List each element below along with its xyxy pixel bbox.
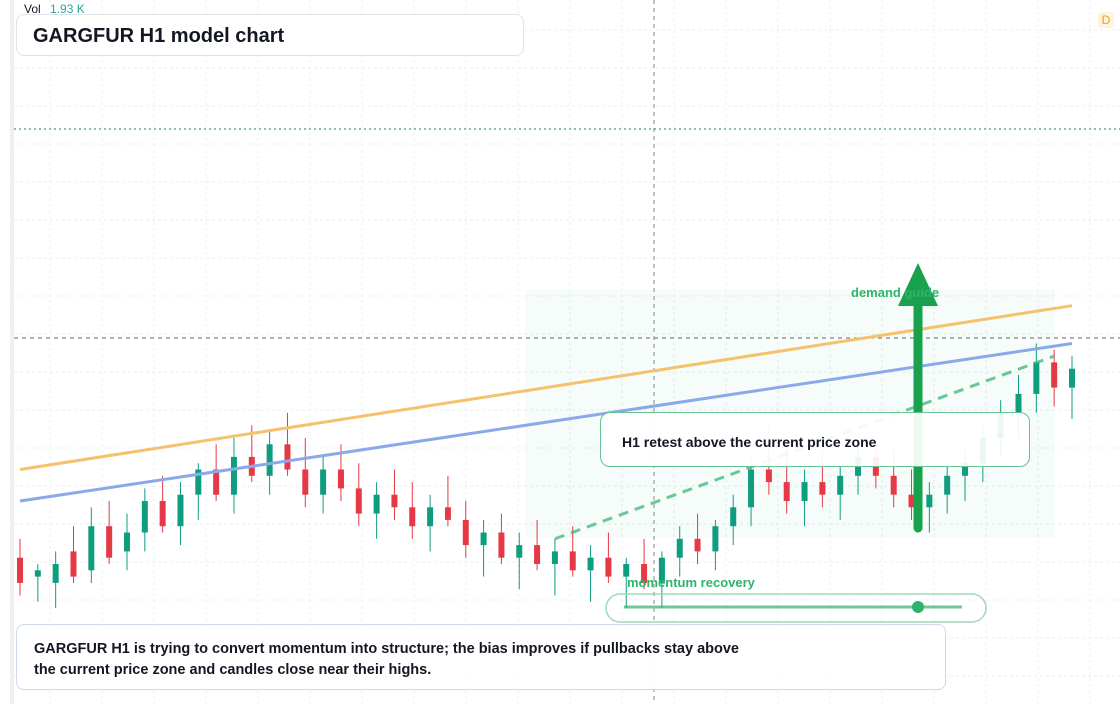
demand-arrow-head (898, 263, 938, 306)
candle-body (159, 501, 166, 527)
candle-body (712, 526, 719, 552)
candle-body (34, 570, 41, 577)
overlay-blue-trend-line (19, 342, 1073, 503)
candle-body (1033, 362, 1040, 394)
candle-body (605, 557, 612, 577)
candle-body (302, 469, 309, 495)
candle-body (177, 494, 184, 527)
candle-body (320, 469, 327, 495)
chart-title: GARGFUR H1 model chart (33, 25, 285, 47)
candle-body (213, 469, 220, 495)
candle-body (569, 551, 576, 571)
candle-body (52, 564, 59, 583)
candle-body (658, 557, 665, 583)
candle-body (391, 494, 398, 508)
retest-note-text: H1 retest above the current price zone (622, 434, 877, 450)
candle-body (926, 494, 933, 508)
momentum-recovery-label: momentum recovery (627, 575, 755, 590)
candle-body (141, 501, 148, 533)
candle-body (230, 456, 237, 495)
candle-body (498, 532, 505, 558)
momentum-bar-outline (605, 593, 987, 623)
candle-body (890, 475, 897, 495)
candle-body (534, 545, 541, 564)
candle-body (123, 532, 130, 552)
candle-body (266, 444, 273, 476)
commentary-panel: GARGFUR H1 is trying to convert momentum… (16, 624, 946, 690)
candle-body (462, 519, 469, 546)
candle-body (765, 469, 772, 483)
momentum-marker (912, 601, 924, 613)
title-panel: GARGFUR H1 model chart (16, 14, 524, 56)
candle-body (694, 538, 701, 552)
candle-body (801, 482, 808, 501)
candle-body (962, 463, 969, 476)
volume-value: 1.93 K (50, 2, 85, 16)
candle-body (623, 564, 630, 577)
candle-body (944, 475, 951, 495)
candle-body (373, 494, 380, 514)
candle-body (195, 469, 202, 495)
candle-body (587, 557, 594, 571)
candle-body (551, 551, 558, 564)
candle-body (1051, 362, 1058, 388)
commentary-text: GARGFUR H1 is trying to convert momentum… (34, 641, 739, 678)
candle-body (284, 444, 291, 470)
candle-body (480, 532, 487, 546)
candle-body (355, 488, 362, 514)
candle-body (70, 551, 77, 577)
candle-body (337, 469, 344, 489)
candle-body (88, 526, 95, 571)
candle-body (783, 482, 790, 501)
candle-body (409, 507, 416, 527)
retest-note: H1 retest above the current price zone (600, 412, 1030, 467)
candle-body (444, 507, 451, 520)
candle-body (17, 557, 23, 583)
candle-body (516, 545, 523, 558)
candle-body (676, 538, 683, 558)
candle-body (819, 482, 826, 495)
candle-body (641, 564, 648, 583)
candle-body (730, 507, 737, 527)
timeframe-badge[interactable]: D (1098, 12, 1114, 28)
overlay-green-dashed-guide (554, 354, 1055, 541)
candle-body (748, 469, 755, 508)
overlay-lines (19, 304, 1073, 541)
candle-body (908, 494, 915, 508)
candle-body (427, 507, 434, 527)
candle-body (106, 526, 113, 558)
candle-body (1015, 393, 1022, 413)
left-scale-edge (10, 0, 14, 704)
volume-readout: Vol 1.93 K (24, 2, 85, 16)
candle-body (837, 475, 844, 495)
candle-body (1069, 368, 1075, 388)
demand-guide-label: demand guide (851, 285, 940, 300)
volume-label: Vol (24, 2, 41, 16)
overlay-orange-trend-line (19, 304, 1073, 471)
